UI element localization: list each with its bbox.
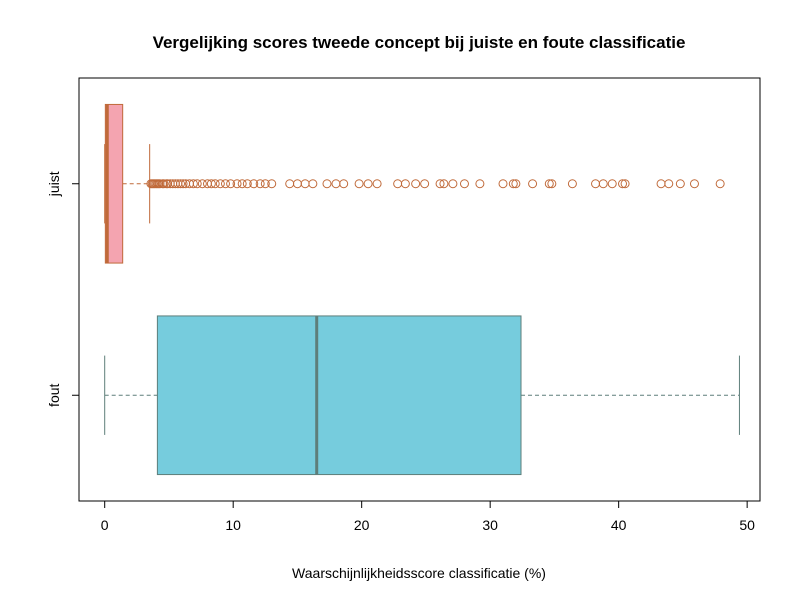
- x-axis-label: Waarschijnlijkheidsscore classificatie (…: [292, 565, 546, 581]
- outlier-point: [249, 179, 259, 189]
- x-tick-label: 30: [482, 517, 498, 533]
- x-tick-label: 10: [225, 517, 241, 533]
- outlier-point: [354, 179, 364, 189]
- outlier-point: [215, 179, 225, 189]
- outlier-point: [598, 179, 608, 189]
- box-iqr: [104, 103, 124, 264]
- outlier-point: [322, 179, 332, 189]
- y-axis: juist fout: [46, 171, 80, 407]
- y-tick-label-juist: juist: [46, 171, 62, 197]
- x-axis: 0 10 20 30 40 50: [101, 500, 755, 533]
- outlier-point: [393, 179, 403, 189]
- outlier-point: [363, 179, 373, 189]
- outlier-point: [420, 179, 430, 189]
- outlier-point: [675, 179, 685, 189]
- x-tick-label: 50: [739, 517, 755, 533]
- outlier-point: [292, 179, 302, 189]
- outlier-point: [192, 179, 202, 189]
- outlier-point: [439, 179, 449, 189]
- outlier-point: [508, 179, 518, 189]
- outlier-point: [372, 179, 382, 189]
- outlier-point: [226, 179, 236, 189]
- outlier-point: [260, 179, 270, 189]
- outlier-point: [528, 179, 538, 189]
- outlier-point: [715, 179, 725, 189]
- outlier-point: [664, 179, 674, 189]
- outlier-point: [567, 179, 577, 189]
- x-tick-label: 0: [101, 517, 109, 533]
- box-iqr: [156, 315, 522, 476]
- outlier-point: [435, 179, 445, 189]
- chart-title: Vergelijking scores tweede concept bij j…: [153, 33, 686, 52]
- outlier-point: [242, 179, 252, 189]
- outlier-point: [400, 179, 410, 189]
- outlier-point: [511, 179, 521, 189]
- outlier-point: [237, 179, 247, 189]
- outlier-point: [197, 179, 207, 189]
- outlier-point: [210, 179, 220, 189]
- box-fout: [104, 315, 740, 476]
- outlier-point: [339, 179, 349, 189]
- box-juist: [104, 103, 725, 264]
- outlier-point: [255, 179, 265, 189]
- outlier-point: [448, 179, 458, 189]
- outlier-point: [411, 179, 421, 189]
- outlier-point: [206, 179, 216, 189]
- outlier-point: [285, 179, 295, 189]
- outlier-point: [618, 179, 628, 189]
- outlier-point: [159, 179, 169, 189]
- outlier-point: [620, 179, 630, 189]
- outlier-point: [176, 179, 186, 189]
- outlier-point: [475, 179, 485, 189]
- outlier-point: [544, 179, 554, 189]
- outlier-point: [267, 179, 277, 189]
- outlier-point: [689, 179, 699, 189]
- outlier-point: [459, 179, 469, 189]
- outlier-point: [498, 179, 508, 189]
- outlier-point: [591, 179, 601, 189]
- outlier-point: [220, 179, 230, 189]
- outlier-point: [656, 179, 666, 189]
- outlier-point: [607, 179, 617, 189]
- outlier-point: [300, 179, 310, 189]
- outlier-point: [331, 179, 341, 189]
- outlier-point: [232, 179, 242, 189]
- outlier-point: [178, 179, 188, 189]
- outlier-point: [308, 179, 318, 189]
- y-tick-label-fout: fout: [46, 383, 62, 406]
- x-tick-label: 20: [354, 517, 370, 533]
- boxes: [104, 103, 740, 476]
- x-tick-label: 40: [611, 517, 627, 533]
- outlier-point: [547, 179, 557, 189]
- outlier-point: [188, 179, 198, 189]
